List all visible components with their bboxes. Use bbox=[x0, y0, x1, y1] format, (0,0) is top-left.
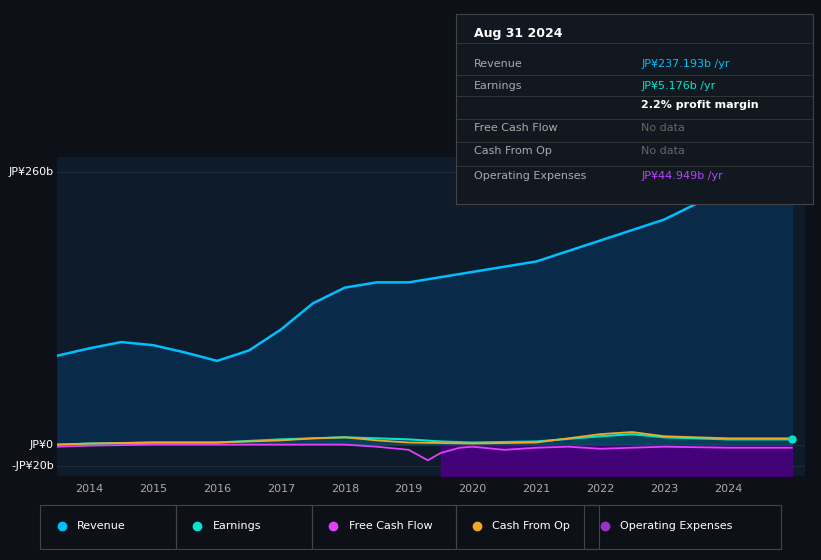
Text: Cash From Op: Cash From Op bbox=[492, 521, 570, 531]
Text: Free Cash Flow: Free Cash Flow bbox=[474, 123, 557, 133]
Text: 2016: 2016 bbox=[203, 484, 232, 494]
Text: Free Cash Flow: Free Cash Flow bbox=[349, 521, 432, 531]
Text: Operating Expenses: Operating Expenses bbox=[474, 171, 586, 181]
Text: JP¥237.193b /yr: JP¥237.193b /yr bbox=[641, 58, 730, 68]
Text: 2023: 2023 bbox=[650, 484, 678, 494]
Text: 2022: 2022 bbox=[586, 484, 614, 494]
Text: JP¥0: JP¥0 bbox=[30, 440, 53, 450]
Text: No data: No data bbox=[641, 146, 686, 156]
Text: Cash From Op: Cash From Op bbox=[474, 146, 552, 156]
Text: No data: No data bbox=[641, 123, 686, 133]
Text: -JP¥20b: -JP¥20b bbox=[11, 460, 53, 470]
Text: Revenue: Revenue bbox=[474, 58, 522, 68]
Text: JP¥44.949b /yr: JP¥44.949b /yr bbox=[641, 171, 723, 181]
Text: 2.2% profit margin: 2.2% profit margin bbox=[641, 100, 759, 110]
Text: 2020: 2020 bbox=[458, 484, 487, 494]
Text: 2018: 2018 bbox=[331, 484, 359, 494]
Text: 2017: 2017 bbox=[267, 484, 295, 494]
Text: JP¥5.176b /yr: JP¥5.176b /yr bbox=[641, 81, 716, 91]
Text: Earnings: Earnings bbox=[213, 521, 261, 531]
Text: Aug 31 2024: Aug 31 2024 bbox=[474, 27, 562, 40]
Text: JP¥260b: JP¥260b bbox=[8, 167, 53, 178]
Text: Revenue: Revenue bbox=[76, 521, 126, 531]
Text: Operating Expenses: Operating Expenses bbox=[621, 521, 733, 531]
Text: 2024: 2024 bbox=[713, 484, 742, 494]
Text: 2019: 2019 bbox=[395, 484, 423, 494]
Text: Earnings: Earnings bbox=[474, 81, 522, 91]
Text: 2021: 2021 bbox=[522, 484, 551, 494]
Text: 2014: 2014 bbox=[76, 484, 103, 494]
Text: 2015: 2015 bbox=[140, 484, 167, 494]
